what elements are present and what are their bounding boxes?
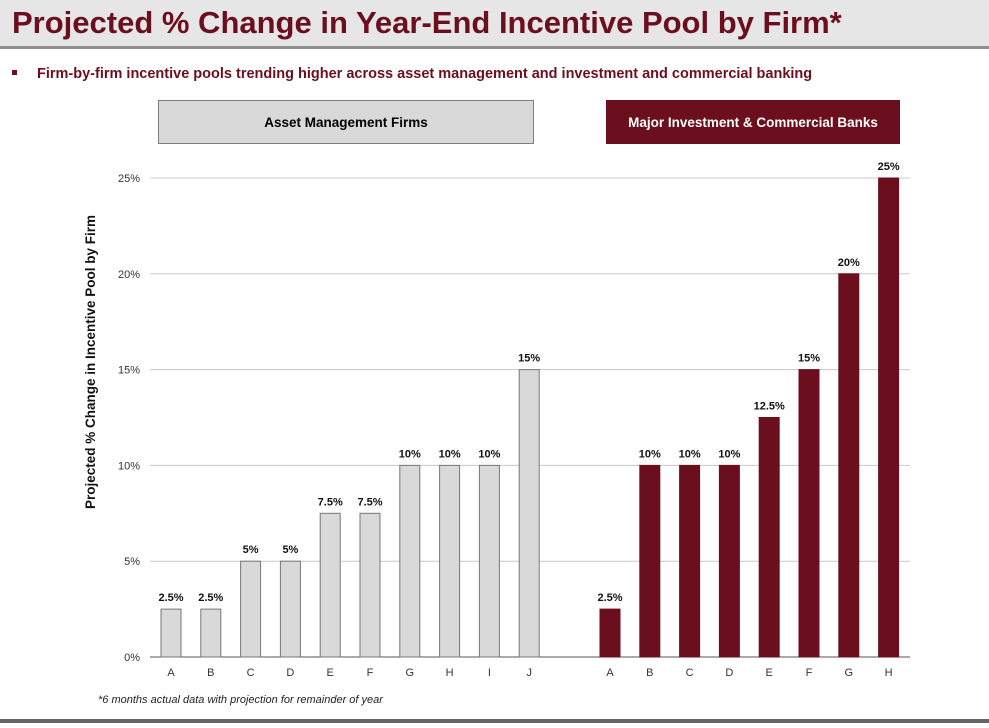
x-tick-label: D: [286, 667, 294, 679]
y-tick-label: 25%: [118, 173, 140, 185]
x-tick-label: H: [885, 667, 893, 679]
x-tick-label: F: [367, 667, 374, 679]
bar-asset-g: [399, 464, 421, 658]
y-tick-label: 0%: [124, 652, 140, 664]
data-label: 15%: [518, 353, 540, 365]
x-tick-label: C: [247, 667, 255, 679]
bar-bank-h: [878, 177, 900, 658]
bullet-icon: [12, 69, 17, 75]
y-tick-label: 20%: [118, 269, 140, 281]
x-tick-label: A: [606, 667, 614, 679]
x-tick-label: E: [766, 667, 773, 679]
bar-asset-d: [279, 560, 301, 658]
data-label: 20%: [838, 257, 860, 269]
x-tick-label: J: [526, 667, 532, 679]
bullet-point: Firm-by-firm incentive pools trending hi…: [12, 66, 812, 82]
bar-asset-e: [319, 512, 341, 658]
bar-asset-f: [359, 512, 381, 658]
data-label: 5%: [282, 544, 298, 556]
data-label: 10%: [639, 448, 661, 460]
group-label-asset-management: Asset Management Firms: [158, 100, 534, 144]
bar-bank-b: [639, 464, 661, 658]
x-tick-label: B: [207, 667, 214, 679]
data-label: 25%: [878, 161, 900, 173]
data-label: 7.5%: [357, 496, 382, 508]
bar-bank-c: [679, 464, 701, 658]
bar-asset-h: [439, 464, 461, 658]
y-tick-label: 15%: [118, 365, 140, 377]
data-label: 10%: [399, 448, 421, 460]
bar-bank-f: [798, 369, 820, 658]
data-label: 2.5%: [597, 592, 622, 604]
bar-bank-g: [838, 273, 860, 658]
x-tick-label: F: [806, 667, 813, 679]
data-label: 2.5%: [198, 592, 223, 604]
bar-asset-b: [200, 608, 222, 658]
data-label: 10%: [439, 448, 461, 460]
y-tick-label: 5%: [124, 556, 140, 568]
y-axis-title: Projected % Change in Incentive Pool by …: [83, 215, 98, 509]
data-label: 2.5%: [158, 592, 183, 604]
bullet-text: Firm-by-firm incentive pools trending hi…: [37, 66, 813, 82]
bar-asset-c: [240, 560, 262, 658]
x-tick-label: D: [725, 667, 733, 679]
x-tick-label: G: [845, 667, 854, 679]
bar-bank-a: [599, 608, 621, 658]
bottom-rule: [0, 719, 989, 723]
y-tick-label: 10%: [118, 460, 140, 472]
data-label: 7.5%: [318, 496, 343, 508]
data-label: 10%: [718, 448, 740, 460]
data-label: 5%: [243, 544, 259, 556]
x-tick-label: B: [646, 667, 653, 679]
x-tick-label: G: [406, 667, 415, 679]
data-label: 15%: [798, 353, 820, 365]
x-tick-label: I: [488, 667, 491, 679]
page-title: Projected % Change in Year-End Incentive…: [12, 5, 842, 40]
x-tick-label: A: [167, 667, 175, 679]
x-tick-label: C: [686, 667, 694, 679]
bar-asset-j: [518, 369, 540, 658]
bar-asset-i: [478, 464, 500, 658]
x-tick-label: H: [446, 667, 454, 679]
bar-bank-e: [758, 417, 780, 658]
title-bar: Projected % Change in Year-End Incentive…: [0, 0, 989, 49]
data-label: 10%: [478, 448, 500, 460]
x-tick-label: E: [327, 667, 334, 679]
bar-asset-a: [160, 608, 182, 658]
data-label: 10%: [679, 448, 701, 460]
footnote: *6 months actual data with projection fo…: [98, 694, 383, 706]
data-label: 12.5%: [754, 401, 785, 413]
group-label-banks: Major Investment & Commercial Banks: [606, 100, 900, 144]
bar-bank-d: [718, 464, 740, 658]
